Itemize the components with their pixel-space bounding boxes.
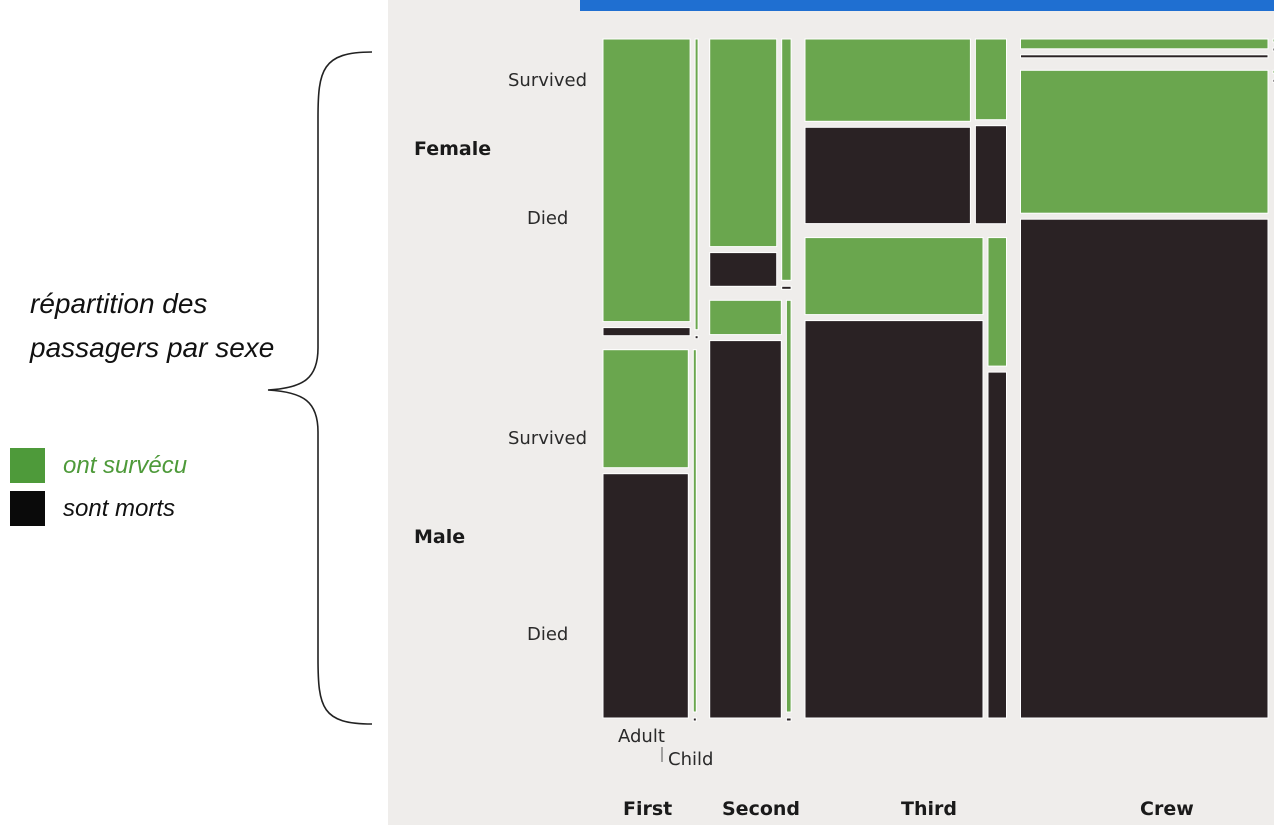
- cell-third-male-child-survived: [987, 237, 1007, 367]
- cell-second-female-child-died: [781, 285, 792, 290]
- outcome-label-female-survived: Survived: [508, 70, 587, 91]
- legend-label-died: sont morts: [63, 494, 176, 522]
- age-label-child: Child: [668, 749, 713, 770]
- legend-label-survived: ont survécu: [63, 451, 188, 479]
- cell-first-female-adult-died: [602, 327, 691, 337]
- sex-label-male: Male: [414, 526, 465, 548]
- class-label-second: Second: [722, 798, 800, 820]
- cell-crew-male-adult-died: [1020, 218, 1269, 719]
- outcome-label-male-survived: Survived: [508, 428, 587, 449]
- cell-second-male-adult-survived: [709, 299, 782, 336]
- class-label-third: Third: [901, 798, 957, 820]
- legend-item-survived: ont survécu: [10, 448, 187, 483]
- cell-first-male-child-died: [692, 717, 697, 722]
- cell-first-female-child-died: [694, 335, 699, 340]
- cell-first-female-child-survived: [694, 38, 699, 331]
- legend-item-died: sont morts: [10, 491, 175, 526]
- legend-swatch-died: [10, 491, 45, 526]
- cell-second-male-child-died: [785, 717, 792, 722]
- cell-first-male-child-survived: [692, 349, 697, 713]
- cell-second-female-adult-died: [709, 252, 778, 287]
- outcome-label-female-died: Died: [527, 208, 568, 229]
- cell-second-male-adult-died: [709, 340, 782, 719]
- class-label-crew: Crew: [1140, 798, 1194, 820]
- cell-third-male-child-died: [987, 371, 1007, 719]
- cell-crew-male-adult-survived: [1020, 69, 1269, 214]
- annotation-text: répartition des passagers par sexe: [30, 288, 275, 363]
- cell-second-female-adult-survived: [709, 38, 778, 248]
- cell-third-female-adult-survived: [804, 38, 971, 122]
- cell-first-male-adult-survived: [602, 349, 689, 469]
- cell-third-female-child-died: [974, 125, 1008, 225]
- cell-first-female-adult-survived: [602, 38, 691, 323]
- cell-third-female-adult-died: [804, 126, 971, 225]
- sex-label-female: Female: [414, 138, 491, 160]
- cell-crew-female-adult-survived: [1020, 38, 1269, 50]
- outcome-label-male-died: Died: [527, 624, 568, 645]
- curly-brace: [267, 51, 373, 725]
- cell-third-female-child-survived: [974, 38, 1008, 121]
- cell-crew-female-adult-died: [1020, 54, 1269, 59]
- blue-heading-fragment: [580, 0, 1274, 11]
- legend-swatch-survived: [10, 448, 45, 483]
- cell-second-female-child-survived: [781, 38, 792, 281]
- cell-first-male-adult-died: [602, 473, 689, 719]
- cell-second-male-child-survived: [785, 299, 792, 713]
- age-label-adult: Adult: [618, 726, 665, 747]
- cell-third-male-adult-died: [804, 320, 984, 719]
- cell-third-male-adult-survived: [804, 237, 984, 316]
- class-label-first: First: [623, 798, 672, 820]
